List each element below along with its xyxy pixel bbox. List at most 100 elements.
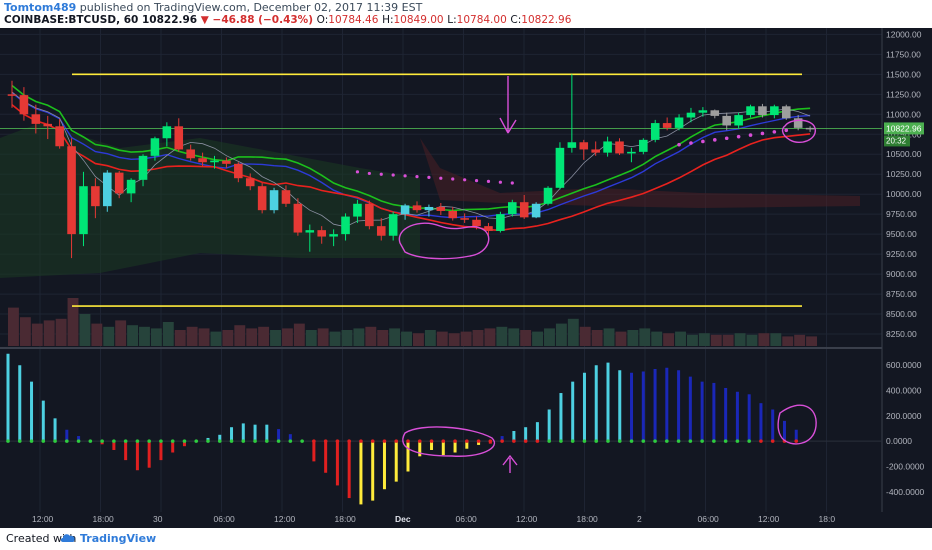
volume-bar: [43, 320, 55, 346]
macd-signal-dot: [500, 439, 504, 443]
volume-bar: [115, 320, 127, 346]
macd-signal-dot: [417, 439, 422, 443]
author-link[interactable]: Tomtom489: [4, 1, 77, 14]
horizontal-levels[interactable]: [0, 73, 882, 307]
volume-bar: [603, 328, 615, 346]
symbol-legend: COINBASE:BTCUSD, 60 10822.96 ▼ −46.88 (−…: [4, 14, 571, 26]
candle-body: [43, 123, 53, 127]
countdown-badge: [884, 135, 910, 147]
volume-bar: [377, 330, 389, 346]
macd-signal-dot: [488, 439, 493, 443]
volume-bar: [520, 330, 532, 346]
tradingview-brand[interactable]: TradingView: [80, 532, 157, 545]
candle-body: [412, 205, 422, 211]
time-tick-label: 30: [153, 514, 163, 524]
signal-dot: [510, 181, 514, 185]
candle-body: [293, 203, 303, 233]
macd-signal-dot: [170, 439, 175, 443]
volume-bar: [258, 326, 270, 346]
volume-bar: [710, 334, 722, 346]
candle-body: [519, 202, 529, 218]
volume-bar: [734, 333, 746, 346]
volume-bar: [127, 325, 139, 346]
candle-body: [460, 218, 469, 220]
candle-body: [567, 142, 577, 148]
volume-bars: [8, 298, 817, 346]
chart-background: [0, 28, 932, 528]
signal-dot: [784, 128, 789, 133]
last-price-badge-label: 10822.96: [886, 123, 922, 133]
volume-bar: [55, 318, 67, 346]
volume-bar: [329, 331, 341, 346]
volume-bar: [150, 328, 162, 346]
signal-dot: [391, 173, 395, 177]
macd-signal-dot: [53, 439, 57, 443]
candle-body: [257, 186, 267, 211]
signal-dot: [689, 141, 693, 145]
oscillator-tick-label: -400.0000: [886, 487, 925, 497]
volume-bar: [567, 318, 579, 346]
publication-header: Tomtom489 published on TradingView.com, …: [0, 0, 932, 28]
volume-bar: [436, 331, 448, 346]
candle-body: [67, 146, 76, 235]
macd-signal-dot: [217, 439, 222, 443]
macd-signal-dot: [406, 439, 410, 443]
volume-bar: [651, 331, 663, 346]
candle-body: [269, 190, 279, 211]
macd-signal-dot: [453, 439, 457, 443]
time-tick-label: 06:00: [456, 514, 478, 524]
tradingview-cloud-icon: [60, 534, 75, 542]
volume-bar: [698, 333, 710, 346]
candle-body: [317, 230, 326, 237]
candle-body: [770, 106, 779, 116]
macd-signal-dot: [582, 439, 587, 443]
macd-signal-dot: [29, 439, 34, 443]
price-and-time-axes[interactable]: 12000.00 11750.00 11500.00 11250.00 11000.00…: [32, 29, 925, 524]
candle-body: [341, 216, 350, 235]
candle-body: [793, 118, 803, 128]
candlesticks[interactable]: [7, 74, 815, 259]
close-label: C:: [510, 14, 522, 26]
macd-signal-dot: [41, 439, 46, 443]
symbol-label[interactable]: COINBASE:BTCUSD, 60: [4, 14, 139, 26]
candle-body: [424, 206, 434, 211]
macd-signal-dot: [676, 439, 681, 443]
macd-signal-dot: [665, 439, 669, 443]
candle-body: [710, 110, 720, 116]
time-tick-label: 12:00: [758, 514, 780, 524]
high-value: 10849.00: [393, 14, 444, 26]
macd-signal-dot: [629, 439, 634, 443]
macd-signal-dot: [229, 439, 234, 443]
signal-dot: [760, 131, 765, 136]
candle-body: [7, 94, 17, 96]
time-tick-label: Dec: [395, 514, 411, 524]
candle-body: [543, 187, 553, 204]
macd-signal-dot: [476, 439, 481, 443]
open-label: O:: [316, 14, 329, 26]
high-label: H:: [382, 14, 394, 26]
macd-signal-dot: [512, 439, 516, 443]
candle-body: [805, 127, 815, 130]
signal-dot: [403, 174, 407, 178]
volume-bar: [472, 330, 484, 346]
volume-bar: [639, 328, 651, 346]
signal-dot: [486, 179, 491, 184]
macd-signal-dot: [617, 439, 622, 443]
volume-bar: [341, 330, 353, 346]
volume-bar: [496, 326, 508, 346]
macd-signal-dot: [206, 439, 210, 443]
candle-body: [162, 126, 172, 139]
macd-signal-dot: [770, 439, 775, 443]
signal-dot: [724, 136, 729, 141]
volume-bar: [281, 328, 293, 346]
time-tick-label: 18:00: [335, 514, 357, 524]
annotation-arrow-down: [499, 76, 517, 134]
candle-body: [686, 112, 696, 118]
signal-dot: [451, 177, 455, 181]
trading-chart[interactable]: 12000.00 11750.00 11500.00 11250.00 11000.00…: [0, 28, 932, 528]
price-tick-label: 10250.00: [886, 169, 922, 179]
candle-body: [484, 226, 493, 231]
volume-bar: [234, 325, 246, 346]
volume-bar: [31, 323, 43, 346]
down-arrow-icon: ▼: [200, 14, 209, 26]
